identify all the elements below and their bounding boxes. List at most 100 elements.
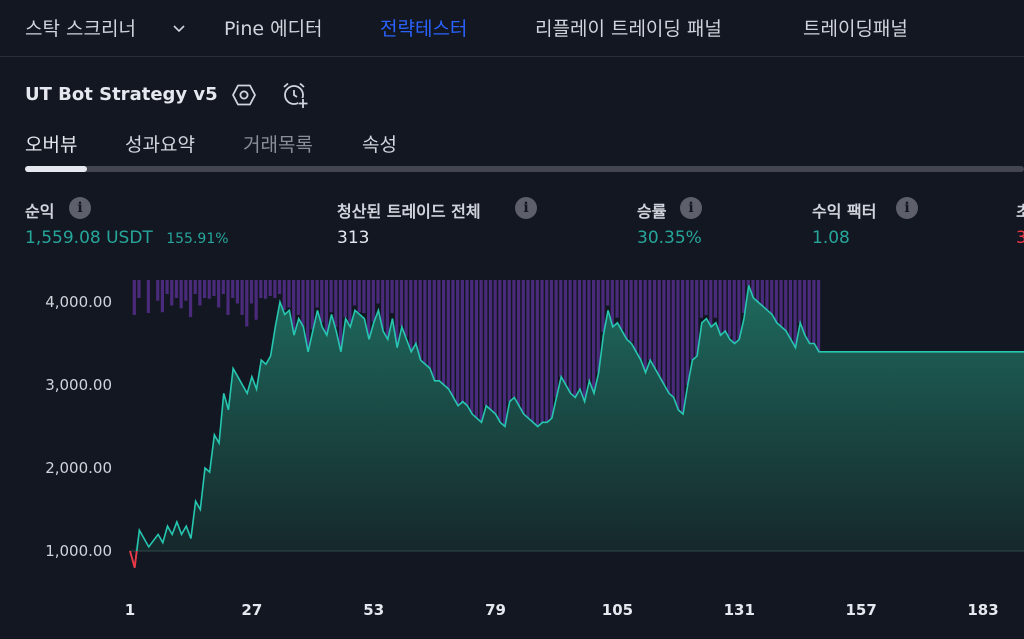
drawdown-bar bbox=[737, 280, 741, 340]
drawdown-bar bbox=[479, 280, 483, 423]
drawdown-bar bbox=[282, 280, 286, 311]
tab-trading-panel[interactable]: 트레이딩패널 bbox=[803, 18, 908, 40]
settings-icon[interactable] bbox=[231, 82, 257, 108]
drawdown-bar bbox=[268, 280, 272, 296]
drawdown-bar bbox=[165, 280, 169, 294]
drawdown-bar bbox=[474, 280, 479, 419]
chevron-down-icon[interactable] bbox=[172, 21, 186, 35]
drawdown-bar bbox=[488, 280, 493, 410]
drawdown-bar bbox=[137, 280, 141, 298]
drawdown-bar bbox=[385, 280, 389, 340]
add-alert-icon[interactable] bbox=[280, 80, 310, 110]
metric-value: 1.08 bbox=[812, 228, 850, 248]
info-icon[interactable]: i bbox=[69, 197, 91, 219]
drawdown-bar bbox=[235, 280, 239, 304]
drawdown-bar bbox=[249, 280, 254, 304]
drawdown-bar bbox=[629, 280, 633, 342]
drawdown-bar bbox=[793, 280, 797, 348]
drawdown-bar bbox=[798, 280, 802, 323]
drawdown-bar bbox=[620, 280, 624, 330]
drawdown-bar bbox=[662, 280, 666, 385]
subtab-properties[interactable]: 속성 bbox=[362, 134, 397, 156]
drawdown-bar bbox=[718, 280, 722, 334]
tab-scroll-track[interactable] bbox=[25, 166, 1024, 172]
drawdown-bar bbox=[816, 280, 821, 352]
drawdown-bar bbox=[699, 280, 703, 318]
subtab-performance-summary[interactable]: 성과요약 bbox=[125, 134, 195, 156]
info-icon[interactable]: i bbox=[896, 197, 918, 219]
x-tick-label: 105 bbox=[602, 601, 633, 619]
metric-value: 30.35% bbox=[637, 228, 702, 248]
drawdown-bar bbox=[296, 280, 300, 315]
drawdown-bar bbox=[320, 280, 324, 323]
equity-chart[interactable]: 4,000.00 3,000.00 2,000.00 1,000.00 1 27 53 79… bbox=[0, 270, 1024, 639]
drawdown-bar bbox=[807, 280, 811, 344]
drawdown-bar bbox=[601, 280, 605, 332]
drawdown-bar bbox=[292, 280, 296, 332]
drawdown-bar bbox=[367, 280, 371, 339]
drawdown-bar bbox=[259, 280, 263, 298]
drawdown-bar bbox=[409, 280, 413, 352]
drawdown-bar bbox=[512, 280, 516, 398]
drawdown-bar bbox=[357, 280, 361, 313]
drawdown-bar bbox=[437, 280, 441, 381]
y-tick-label: 4,000.00 bbox=[45, 293, 112, 311]
drawdown-bar bbox=[146, 280, 150, 313]
tab-replay-trading-panel[interactable]: 리플레이 트레이딩 패널 bbox=[535, 18, 722, 40]
drawdown-bar bbox=[704, 280, 708, 315]
subtab-trade-list[interactable]: 거래목록 bbox=[243, 134, 313, 156]
drawdown-bar bbox=[606, 280, 610, 306]
drawdown-bar bbox=[254, 280, 258, 320]
metric-value: 3 bbox=[1016, 228, 1024, 248]
drawdown-bar bbox=[779, 280, 783, 327]
drawdown-bar bbox=[460, 280, 464, 402]
tab-strategy-tester[interactable]: 전략테스터 bbox=[380, 18, 468, 40]
drawdown-bar bbox=[306, 280, 310, 351]
drawdown-bar bbox=[531, 280, 535, 423]
drawdown-bar bbox=[160, 280, 165, 313]
drawdown-bar bbox=[671, 280, 675, 398]
drawdown-bar bbox=[301, 280, 305, 327]
subtab-overview[interactable]: 오버뷰 bbox=[25, 134, 78, 156]
info-icon[interactable]: i bbox=[515, 197, 537, 219]
metric-label: 순익 bbox=[25, 202, 55, 221]
drawdown-bar bbox=[207, 280, 211, 299]
metric-label: 승률 bbox=[637, 202, 667, 221]
drawdown-bar bbox=[545, 280, 549, 423]
tab-stock-screener[interactable]: 스탁 스크리너 bbox=[25, 18, 136, 40]
x-axis-labels: 1 27 53 79 105 131 157 183 bbox=[125, 601, 999, 619]
tab-pine-editor[interactable]: Pine 에디터 bbox=[224, 18, 323, 40]
info-icon[interactable]: i bbox=[680, 197, 702, 219]
drawdown-bar bbox=[652, 280, 657, 369]
x-tick-label: 79 bbox=[485, 601, 506, 619]
drawdown-bar bbox=[418, 280, 422, 361]
drawdown-bar bbox=[231, 280, 235, 298]
drawdown-bar bbox=[343, 280, 347, 317]
drawdown-bar bbox=[610, 280, 614, 327]
net-profit-amount: 1,559.08 USDT bbox=[25, 228, 153, 248]
drawdown-bar bbox=[221, 280, 225, 294]
metric-label: 청산된 트레이드 전체 bbox=[337, 202, 481, 221]
drawdown-bar bbox=[493, 280, 497, 415]
tab-scroll-thumb[interactable] bbox=[25, 166, 87, 172]
drawdown-bar bbox=[226, 280, 230, 315]
equity-area bbox=[129, 285, 1024, 568]
drawdown-bar bbox=[624, 280, 629, 340]
drawdown-bar bbox=[634, 280, 638, 352]
drawdown-bar bbox=[690, 280, 694, 361]
drawdown-bar bbox=[540, 280, 544, 423]
drawdown-bar bbox=[273, 280, 277, 298]
drawdown-bar bbox=[202, 280, 207, 298]
drawdown-bar bbox=[727, 280, 732, 337]
drawdown-bar bbox=[535, 280, 539, 427]
x-tick-label: 131 bbox=[724, 601, 755, 619]
equity-area-fill bbox=[130, 285, 1024, 551]
metric-label: 수익 팩터 bbox=[812, 202, 877, 221]
x-tick-label: 183 bbox=[967, 601, 998, 619]
drawdown-bar bbox=[657, 280, 661, 377]
metric-label: 초 bbox=[1016, 202, 1024, 221]
drawdown-bar bbox=[751, 280, 755, 298]
drawdown-bar bbox=[591, 280, 596, 394]
drawdown-bar bbox=[451, 280, 455, 398]
drawdown-bar bbox=[329, 280, 333, 313]
